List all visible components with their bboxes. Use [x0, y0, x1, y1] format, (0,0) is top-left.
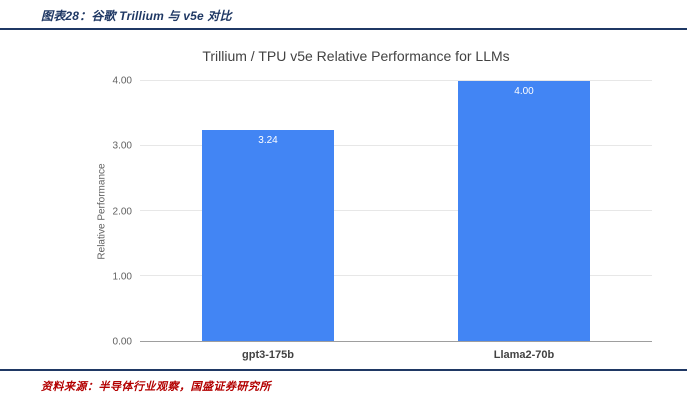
bar-band: 3.24: [140, 81, 396, 341]
bar-gpt3-175b[interactable]: 3.24: [202, 130, 334, 341]
y-tick-label: 2.00: [112, 206, 132, 217]
source-note: 资料来源：半导体行业观察，国盛证券研究所: [41, 381, 271, 393]
footer-divider: [0, 369, 687, 371]
y-tick-label: 4.00: [112, 75, 132, 87]
gridline: [140, 80, 652, 81]
x-tick-label: gpt3-175b: [242, 349, 294, 361]
gridline: [140, 275, 652, 276]
chart-title: Trillium / TPU v5e Relative Performance …: [202, 48, 510, 64]
gridline: [140, 145, 652, 146]
y-tick-label: 0.00: [112, 336, 132, 348]
x-axis-labels: gpt3-175b Llama2-70b: [140, 349, 652, 361]
gridline: [140, 210, 652, 211]
y-tick-label: 1.00: [112, 271, 132, 283]
bar-band: 4.00: [396, 81, 652, 341]
bar-Llama2-70b[interactable]: 4.00: [458, 81, 590, 341]
bar-value-label: 4.00: [514, 86, 534, 97]
figure-caption: 图表28：谷歌 Trillium 与 v5e 对比: [41, 9, 232, 23]
header-divider: [0, 28, 687, 30]
x-tick-label: Llama2-70b: [493, 349, 555, 361]
plot-area: 3.24 4.00: [140, 80, 652, 342]
y-axis-ticks: 0.00 1.00 2.00 3.00 4.00: [60, 76, 132, 348]
bar-value-label: 3.24: [258, 135, 278, 147]
y-tick-label: 3.00: [112, 140, 132, 152]
